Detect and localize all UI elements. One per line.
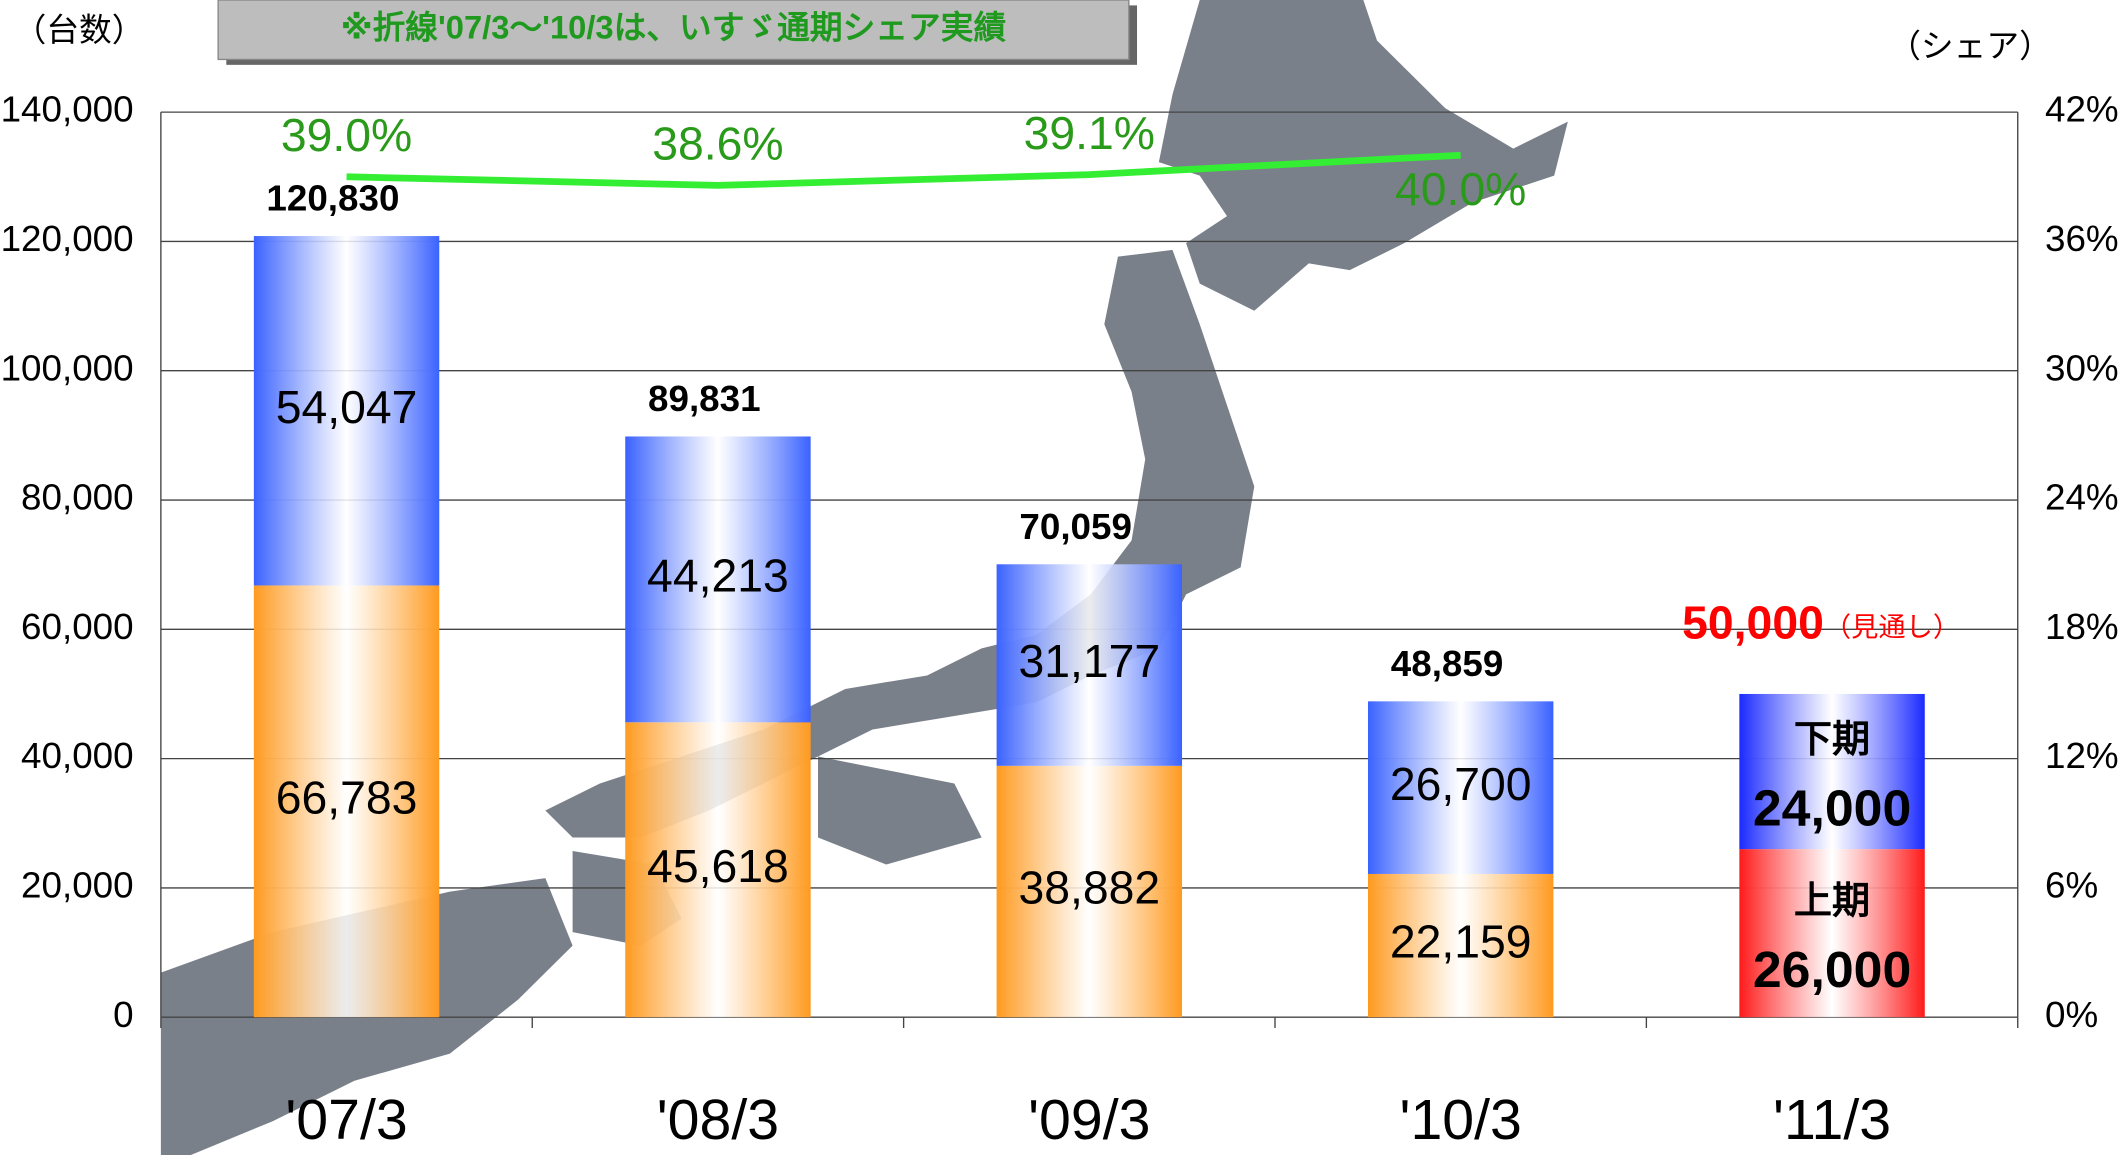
bar-segment [996, 765, 1183, 1018]
y2-axis-label: （シェア） [1888, 28, 2052, 64]
x-tick-label: '09/3 [1028, 1088, 1150, 1152]
x-tick-label: '07/3 [285, 1088, 407, 1152]
bar-segment [625, 436, 811, 723]
y-axis-label: （台数） [14, 12, 145, 48]
y2-tick-label: 42% [2045, 89, 2119, 130]
segment-label: 66,783 [276, 772, 418, 824]
segment-label: 54,047 [276, 381, 418, 433]
segment-name: 上期 [1794, 881, 1870, 923]
segment-label: 22,159 [1390, 916, 1532, 968]
y-tick-label: 100,000 [1, 347, 134, 388]
y-tick-label: 120,000 [1, 218, 134, 259]
segment-label: 31,177 [1018, 635, 1160, 687]
x-tick-label: '08/3 [657, 1088, 779, 1152]
y-tick-label: 20,000 [21, 865, 134, 906]
note-bg [217, 0, 1130, 61]
bar-segment [1739, 693, 1925, 850]
total-label: 70,059 [1019, 506, 1132, 547]
y2-tick-label: 36% [2045, 218, 2119, 259]
note-box: ※折線'07/3～'10/3は、いすゞ通期シェア実績 [217, 0, 1138, 65]
segment-label: 26,700 [1390, 758, 1532, 810]
bar-segment [1739, 849, 1925, 1018]
share-label: 40.0% [1395, 163, 1526, 215]
forecast-note: （見通し） [1824, 611, 1960, 642]
segment-name: 下期 [1794, 719, 1870, 761]
bar-segment [996, 564, 1183, 766]
share-line [346, 151, 1461, 189]
y-tick-label: 80,000 [21, 477, 134, 518]
y-tick-label: 60,000 [21, 606, 134, 647]
bar-segment [1367, 701, 1554, 874]
y-tick-label: 140,000 [1, 89, 134, 130]
segment-label: 38,882 [1018, 862, 1160, 914]
total-label: 48,859 [1391, 643, 1504, 684]
y2-tick-label: 0% [2045, 994, 2098, 1035]
share-label: 39.0% [281, 109, 412, 161]
bar-segment [253, 236, 440, 586]
bar-segment [253, 585, 440, 1018]
forecast-total: 50,000 [1682, 597, 1824, 649]
bar-segment [1367, 873, 1554, 1018]
note: ※折線'07/3～'10/3は、いすゞ通期シェア実績 [341, 9, 1007, 45]
y2-tick-label: 24% [2045, 477, 2119, 518]
y2-tick-label: 6% [2045, 865, 2098, 906]
share-label: 39.1% [1024, 107, 1155, 159]
bar-segment [625, 722, 811, 1018]
total-label: 89,831 [648, 378, 761, 419]
y2-tick-label: 30% [2045, 347, 2119, 388]
share-label: 38.6% [652, 118, 783, 170]
segment-label: 26,000 [1753, 940, 1911, 998]
x-tick-label: '11/3 [1773, 1088, 1891, 1152]
y2-tick-label: 18% [2045, 606, 2119, 647]
y-tick-label: 40,000 [21, 735, 134, 776]
segment-label: 45,618 [647, 840, 789, 892]
segment-label: 44,213 [647, 550, 789, 602]
y-tick-label: 0 [113, 994, 133, 1035]
x-tick-label: '10/3 [1400, 1088, 1522, 1152]
total-label: 120,830 [266, 178, 399, 219]
y2-tick-label: 12% [2045, 735, 2119, 776]
segment-label: 24,000 [1753, 779, 1911, 837]
